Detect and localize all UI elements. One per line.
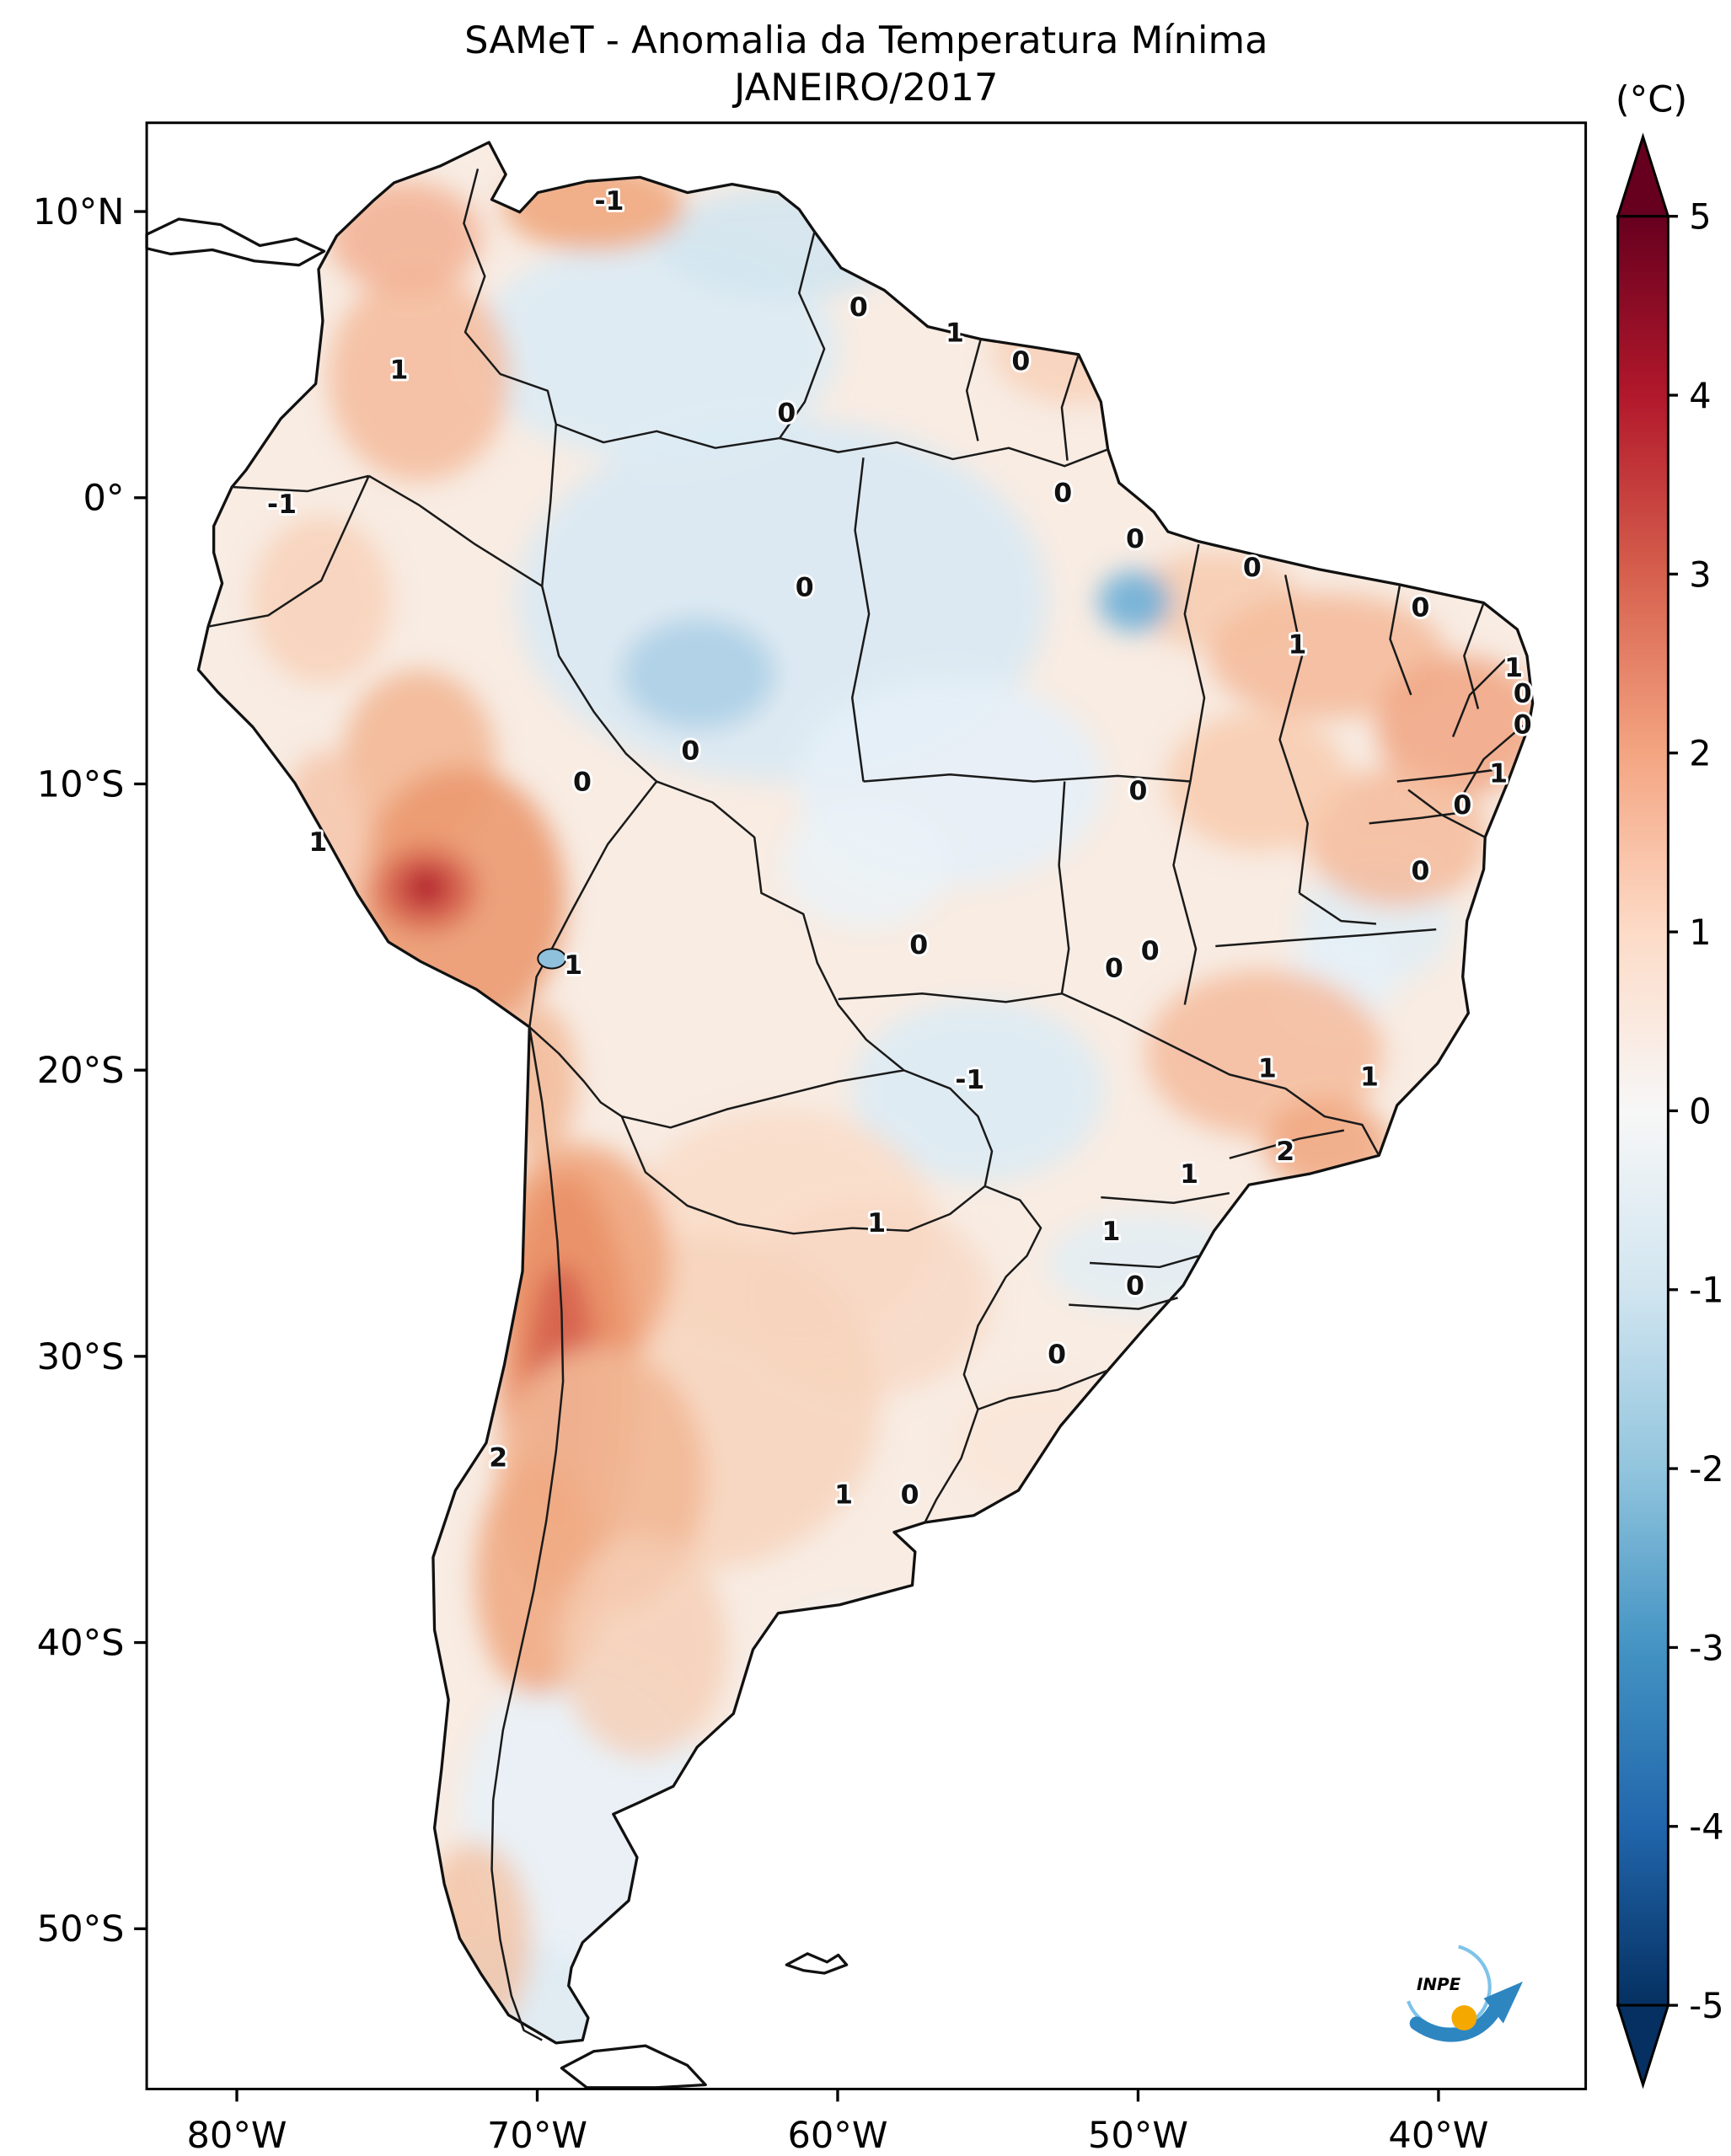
lat-tick-label: 50°S xyxy=(37,1908,125,1950)
inpe-logo: INPE xyxy=(1407,1945,1523,2042)
contour-label: 0 xyxy=(1412,856,1430,886)
colorbar-ticks: 5 4 3 2 1 0 -1 -2 -3 -4 -5 xyxy=(1668,197,1724,2026)
colorbar: (°C) 5 4 3 2 1 0 -1 -2 -3 -4 -5 xyxy=(1616,79,1724,2089)
figure-title: SAMeT - Anomalia da Temperatura Mínima xyxy=(464,18,1267,62)
colorbar-tick-label: -4 xyxy=(1689,1807,1723,1848)
colorbar-tick-label: 3 xyxy=(1689,554,1711,595)
lat-axis: 10°N 0° 10°S 20°S 30°S 40°S 50°S xyxy=(33,191,147,1950)
contour-label: 0 xyxy=(1126,1271,1144,1302)
lat-tick-label: 40°S xyxy=(37,1622,125,1664)
contour-label: 0 xyxy=(901,1480,919,1511)
contour-label: 0 xyxy=(1048,1340,1066,1370)
cool-anomaly-mato-grosso-sul xyxy=(852,1000,1104,1182)
contour-label: 0 xyxy=(1105,953,1123,983)
contour-label: 0 xyxy=(1412,592,1430,623)
contour-label: 0 xyxy=(573,768,592,798)
contour-label: -1 xyxy=(267,490,297,520)
contour-label: 0 xyxy=(1453,790,1471,821)
contour-label: 0 xyxy=(681,736,699,766)
inpe-arrowhead-icon xyxy=(1483,1981,1523,2024)
lake-titicaca xyxy=(537,948,567,970)
lat-tick-label: 10°N xyxy=(33,191,125,233)
contour-label: -1 xyxy=(594,186,624,217)
colorbar-tick-label: -1 xyxy=(1689,1271,1723,1311)
colorbar-tick-label: 2 xyxy=(1689,734,1711,774)
contour-label: 0 xyxy=(1514,678,1532,709)
country-borders xyxy=(207,169,1109,2041)
colorbar-tick-label: 5 xyxy=(1689,197,1711,238)
colorbar-tick-label: 0 xyxy=(1689,1091,1711,1131)
contour-label: 1 xyxy=(834,1480,853,1511)
contour-label: 1 xyxy=(1180,1159,1198,1190)
colorbar-bar xyxy=(1616,215,1669,2007)
contour-label: 2 xyxy=(489,1442,507,1473)
inpe-logo-text: INPE xyxy=(1417,1975,1461,1994)
contour-label: 1 xyxy=(1258,1053,1277,1083)
colorbar-unit-label: (°C) xyxy=(1616,79,1687,121)
contour-label: 1 xyxy=(1360,1062,1379,1093)
inpe-arrow-icon xyxy=(1409,2002,1503,2042)
contour-label: 1 xyxy=(946,318,964,348)
tierra-del-fuego xyxy=(560,2044,707,2089)
contour-label: 0 xyxy=(1011,346,1030,377)
lon-tick-label: 60°W xyxy=(787,2115,887,2156)
contour-label: 0 xyxy=(1514,710,1532,741)
colorbar-extend-over xyxy=(1616,132,1670,218)
contour-label: 0 xyxy=(849,292,868,323)
colorbar-tick-label: -5 xyxy=(1689,1986,1723,2026)
lat-tick-label: 30°S xyxy=(37,1336,125,1378)
lat-tick-label: 0° xyxy=(83,478,125,520)
inpe-globe-icon xyxy=(1451,2005,1477,2030)
contour-label: 0 xyxy=(796,573,814,603)
colorbar-tick-label: 4 xyxy=(1689,376,1711,416)
contour-label: 0 xyxy=(1141,936,1160,966)
contour-label: 0 xyxy=(1243,553,1262,583)
state-borders xyxy=(838,457,1524,1310)
contour-label: 1 xyxy=(564,950,582,981)
contour-label: 0 xyxy=(1128,776,1147,806)
lon-tick-label: 80°W xyxy=(187,2115,287,2156)
colorbar-tick-label: -2 xyxy=(1689,1449,1723,1490)
contour-label: 1 xyxy=(867,1208,886,1238)
panama-sliver xyxy=(145,217,326,267)
lon-tick-label: 40°W xyxy=(1388,2115,1488,2156)
plot-frame xyxy=(145,121,1588,2090)
contour-label: 0 xyxy=(1126,524,1144,554)
contour-label: 0 xyxy=(1053,479,1072,509)
lon-tick-label: 70°W xyxy=(487,2115,587,2156)
contour-label: 1 xyxy=(1101,1217,1120,1247)
contour-label: 1 xyxy=(1288,630,1306,661)
contour-label: -1 xyxy=(955,1065,984,1095)
south-america-map xyxy=(145,141,1535,2089)
contour-label: 0 xyxy=(909,930,928,960)
lon-axis: 80°W 70°W 60°W 50°W 40°W xyxy=(187,2089,1488,2156)
contour-label: 1 xyxy=(308,827,327,858)
colorbar-extend-under xyxy=(1616,2004,1670,2089)
colorbar-tick-label: -3 xyxy=(1689,1628,1723,1668)
contour-label: 1 xyxy=(1504,653,1523,683)
contour-label: 1 xyxy=(1489,759,1508,789)
lon-tick-label: 50°W xyxy=(1088,2115,1188,2156)
lat-tick-label: 20°S xyxy=(37,1050,125,1092)
figure-subtitle: JANEIRO/2017 xyxy=(732,65,998,110)
cool-anomaly-spot xyxy=(1098,570,1171,633)
contour-label: 1 xyxy=(390,356,409,386)
contour-label: 2 xyxy=(1276,1137,1294,1167)
small-island xyxy=(785,1952,849,1975)
contour-label: 0 xyxy=(777,398,796,428)
lat-tick-label: 10°S xyxy=(37,763,125,805)
colorbar-tick-label: 1 xyxy=(1689,912,1711,953)
